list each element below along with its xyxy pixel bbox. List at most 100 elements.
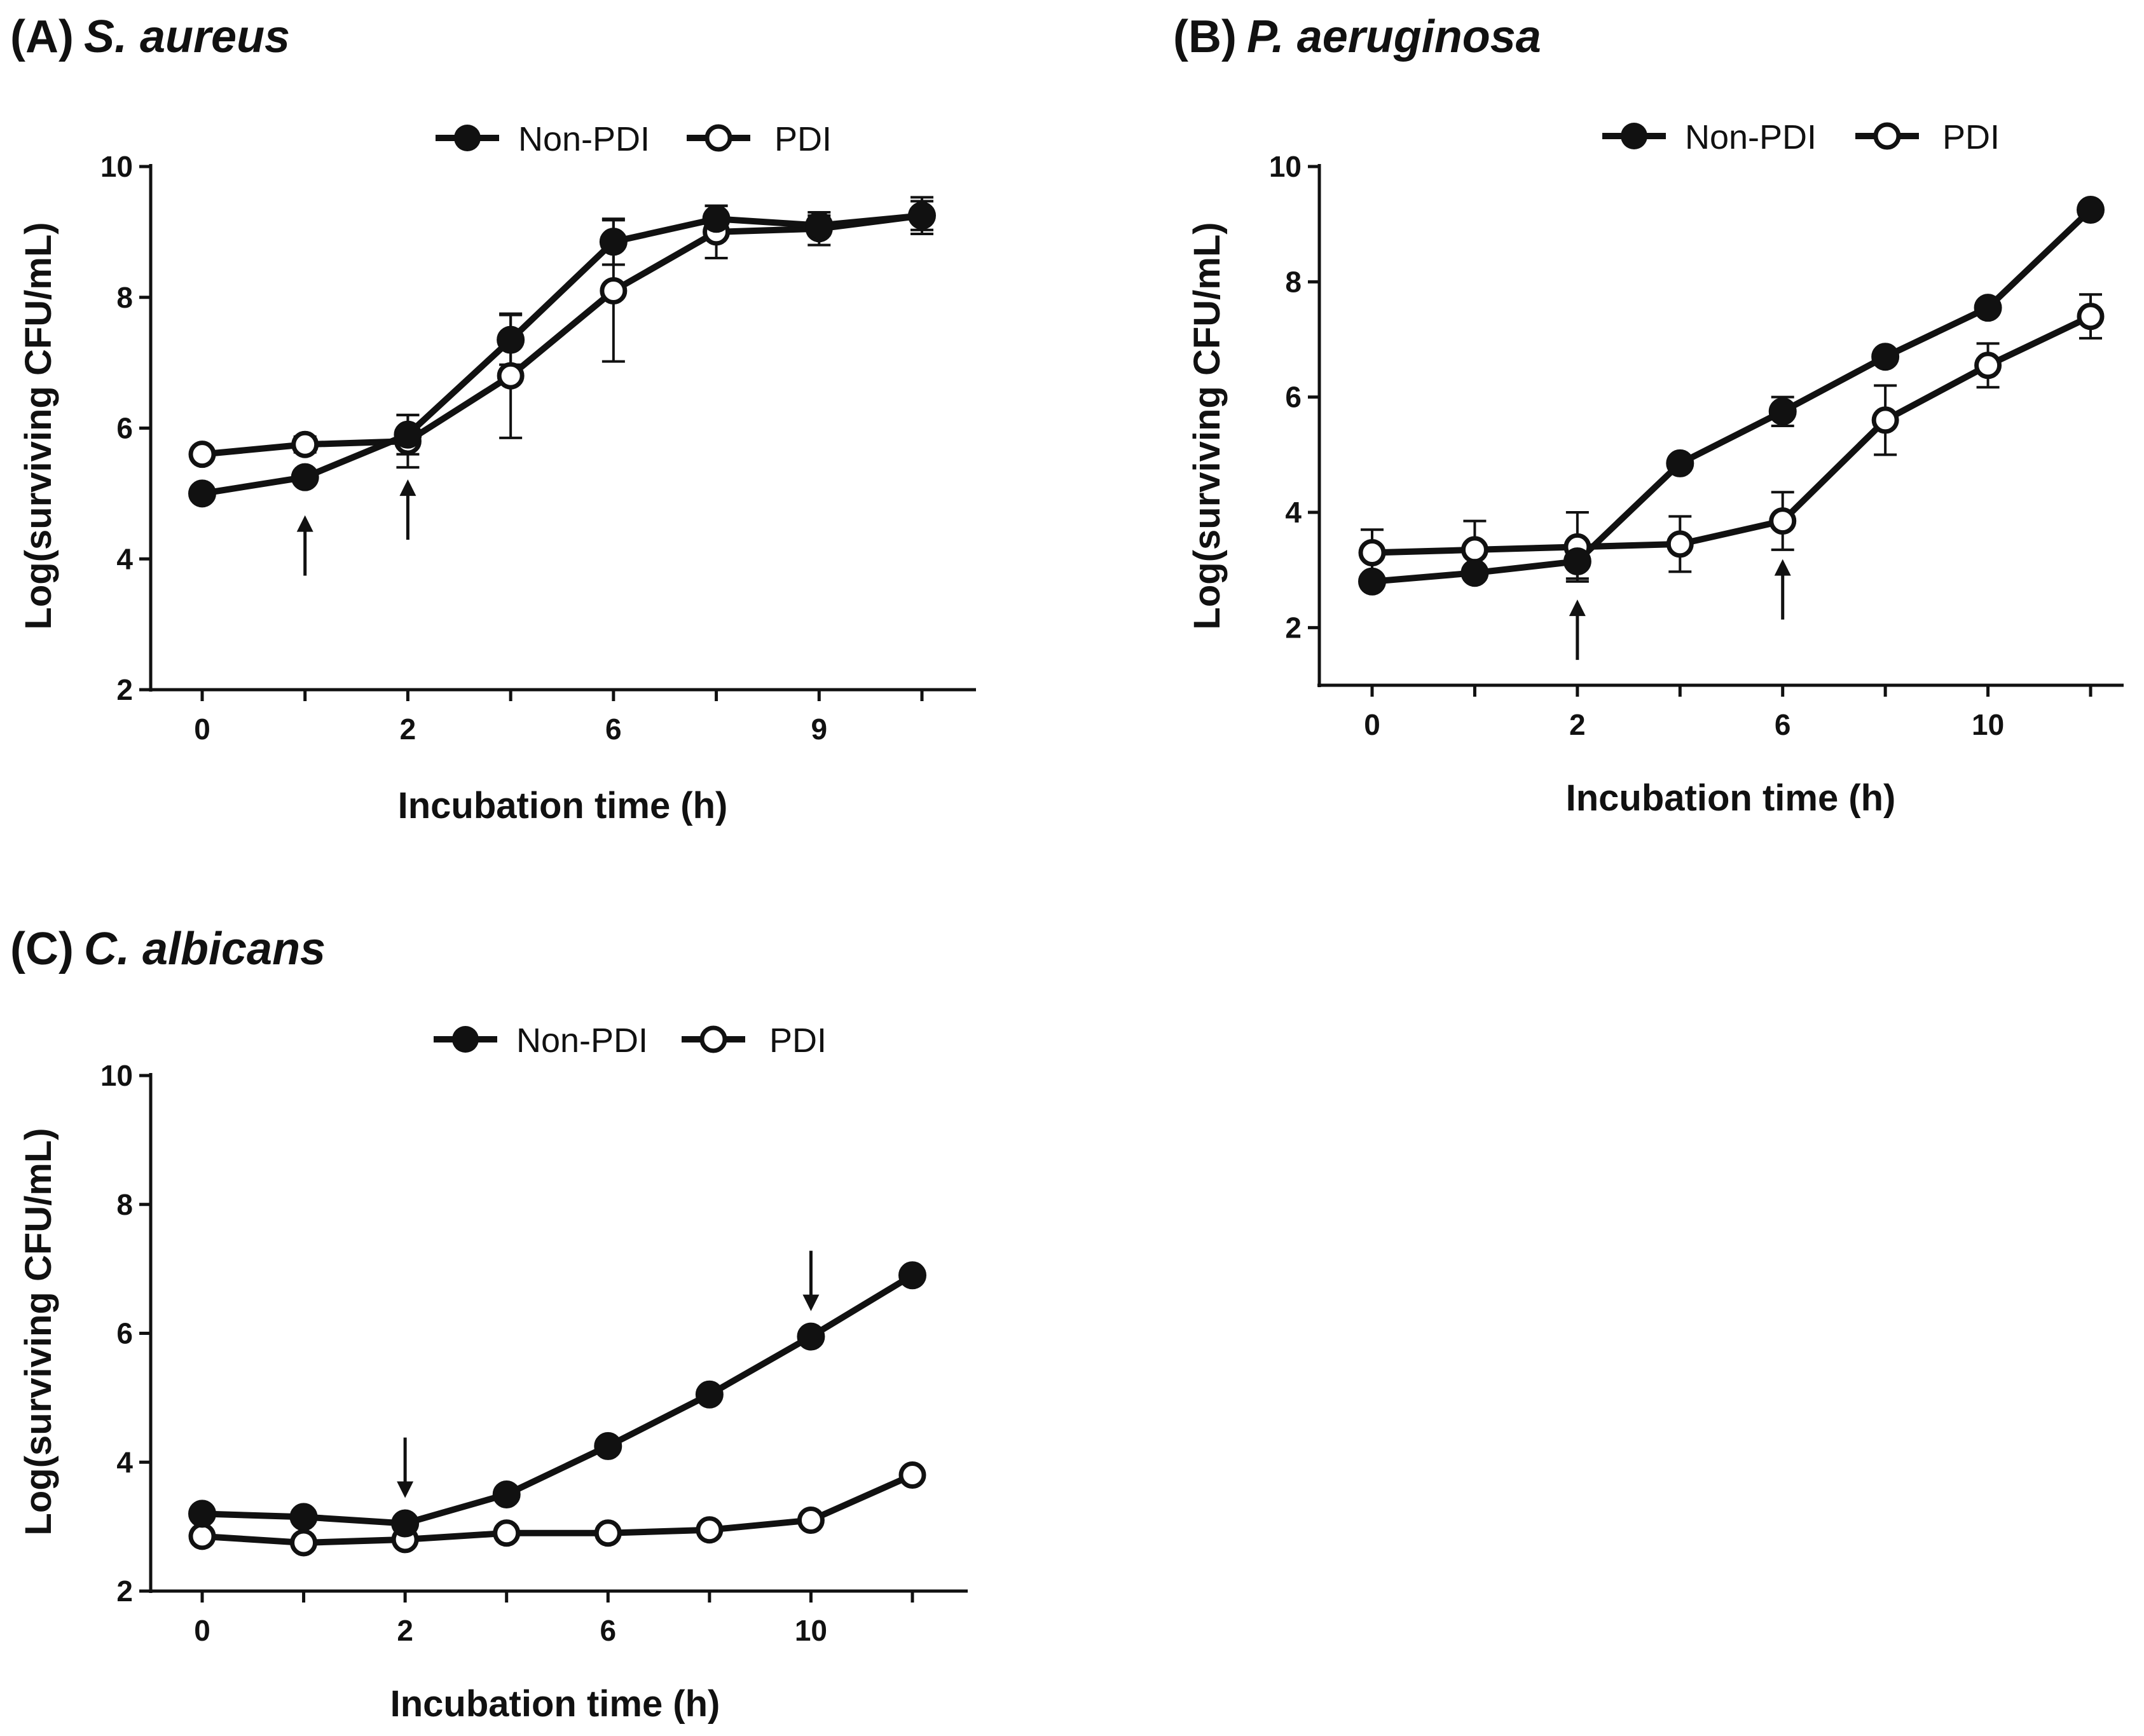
data-point-pdi-a [600, 277, 628, 304]
series-line-non-pdi-a [202, 212, 923, 497]
data-point-pdi-b [1460, 536, 1488, 564]
data-point-non-pdi-b [1871, 343, 1900, 371]
x-tick-label-b: 2 [1569, 708, 1586, 741]
legend-c-nonpdi-label: Non-PDI [516, 1022, 648, 1060]
chart-panel-c: (C) C. albicans Non-PDI PDI Incubation ti… [10, 924, 968, 1725]
data-point-non-pdi-a [394, 420, 422, 449]
chart-panel-b: (B) P. aeruginosa Non-PDI PDI Incubation … [1173, 11, 2124, 819]
annotation-arrow-head-a [296, 515, 313, 532]
legend-b: Non-PDI PDI [1602, 118, 2000, 156]
x-tick-label-b: 6 [1775, 708, 1791, 741]
y-tick-label-c: 6 [116, 1317, 133, 1350]
y-tick-label-b: 6 [1285, 381, 1302, 414]
data-point-non-pdi-a [188, 479, 216, 508]
y-axis-title-b: Log(surviving CFU/mL) [1186, 222, 1228, 629]
x-axis-title-b: Incubation time (h) [1566, 777, 1896, 819]
data-point-non-pdi-c [594, 1432, 622, 1460]
data-point-non-pdi-a [497, 325, 525, 354]
panel-c-title: (C) C. albicans [10, 924, 326, 974]
data-point-non-pdi-c [898, 1261, 926, 1290]
panel-b-title: (B) P. aeruginosa [1173, 11, 1541, 62]
x-tick-label-a: 9 [811, 713, 827, 746]
y-tick-label-c: 8 [116, 1188, 133, 1221]
data-point-pdi-a [497, 362, 525, 390]
data-point-non-pdi-c [492, 1480, 521, 1508]
data-point-non-pdi-b [1358, 567, 1386, 596]
data-point-non-pdi-b [1460, 559, 1489, 587]
legend-marker-non-pdi-b [1621, 123, 1647, 149]
annotation-arrow-head-b [1569, 599, 1586, 617]
data-point-non-pdi-b [1563, 547, 1591, 576]
y-axis-title-a: Log(surviving CFU/mL) [18, 222, 59, 629]
legend-marker-non-pdi-a [454, 125, 481, 151]
data-point-non-pdi-a [702, 205, 731, 233]
y-tick-label-a: 6 [116, 412, 133, 445]
series-line-non-pdi-c [202, 1272, 914, 1527]
series-line-non-pdi-b [1371, 207, 2093, 585]
panel-a-organism: S. aureus [84, 11, 290, 62]
data-point-pdi-b [1871, 406, 1899, 434]
data-point-non-pdi-b [1666, 449, 1694, 477]
panel-c-letter: (C) [10, 924, 74, 974]
y-tick-label-a: 4 [116, 542, 133, 575]
series-line-pdi-a [202, 212, 923, 458]
data-point-pdi-c [493, 1519, 521, 1547]
panel-a-letter: (A) [10, 11, 74, 62]
data-point-pdi-b [2077, 303, 2105, 331]
x-axis-title-c: Incubation time (h) [390, 1683, 720, 1725]
data-point-non-pdi-a [599, 228, 628, 256]
data-point-pdi-c [188, 1522, 216, 1550]
data-point-non-pdi-c [391, 1509, 420, 1538]
x-tick-label-c: 0 [194, 1614, 210, 1647]
x-tick-label-c: 10 [795, 1614, 827, 1647]
chart-panel-a: (A) S. aureus Non-PDI PDI Incubation time… [10, 11, 976, 826]
legend-a-pdi-label: PDI [774, 120, 832, 158]
x-axis-title-a: Incubation time (h) [398, 785, 728, 826]
y-tick-label-b: 4 [1285, 496, 1302, 529]
legend-c-pdi-label: PDI [769, 1022, 827, 1060]
x-tick-label-a: 0 [194, 713, 210, 746]
y-tick-label-c: 2 [116, 1575, 133, 1608]
data-point-non-pdi-c [188, 1500, 216, 1528]
panel-b-organism: P. aeruginosa [1247, 11, 1541, 62]
data-point-non-pdi-c [797, 1322, 825, 1351]
y-tick-label-b: 2 [1285, 611, 1302, 644]
y-tick-label-c: 4 [116, 1446, 133, 1479]
panel-b-letter: (B) [1173, 11, 1237, 62]
x-tick-label-c: 6 [600, 1614, 616, 1647]
legend-marker-pdi-b [1873, 122, 1901, 150]
legend-c: Non-PDI PDI [434, 1022, 827, 1060]
x-tick-label-b: 0 [1364, 708, 1380, 741]
annotation-arrow-head-a [399, 479, 416, 496]
x-tick-label-c: 2 [397, 1614, 413, 1647]
annotation-arrow-head-c [397, 1481, 414, 1498]
y-tick-label-a: 10 [100, 150, 133, 183]
y-tick-label-a: 2 [116, 673, 133, 706]
data-point-pdi-a [291, 430, 319, 458]
legend-marker-pdi-a [704, 124, 732, 152]
y-axis-title-c: Log(surviving CFU/mL) [18, 1128, 59, 1535]
data-point-pdi-c [594, 1519, 622, 1547]
data-point-non-pdi-a [291, 463, 319, 491]
data-point-non-pdi-b [1768, 397, 1797, 426]
annotation-arrow-head-c [802, 1294, 820, 1311]
data-point-pdi-c [290, 1529, 318, 1557]
y-tick-label-b: 8 [1285, 265, 1302, 298]
data-point-pdi-c [797, 1506, 825, 1534]
data-point-non-pdi-a [908, 202, 936, 230]
y-tick-label-a: 8 [116, 281, 133, 314]
data-point-non-pdi-c [695, 1380, 724, 1409]
data-point-non-pdi-b [1974, 294, 2002, 322]
series-line-pdi-b [1371, 313, 2092, 556]
data-point-pdi-b [1666, 530, 1694, 558]
data-point-pdi-b [1974, 352, 2002, 379]
y-tick-label-c: 10 [100, 1059, 133, 1092]
data-point-pdi-c [898, 1461, 926, 1489]
x-tick-label-b: 10 [1972, 708, 2004, 741]
panel-c-organism: C. albicans [84, 924, 326, 974]
series-line-pdi-c [202, 1472, 914, 1546]
legend-a: Non-PDI PDI [436, 120, 832, 158]
data-point-pdi-b [1358, 538, 1386, 566]
panel-a-title: (A) S. aureus [10, 11, 290, 62]
